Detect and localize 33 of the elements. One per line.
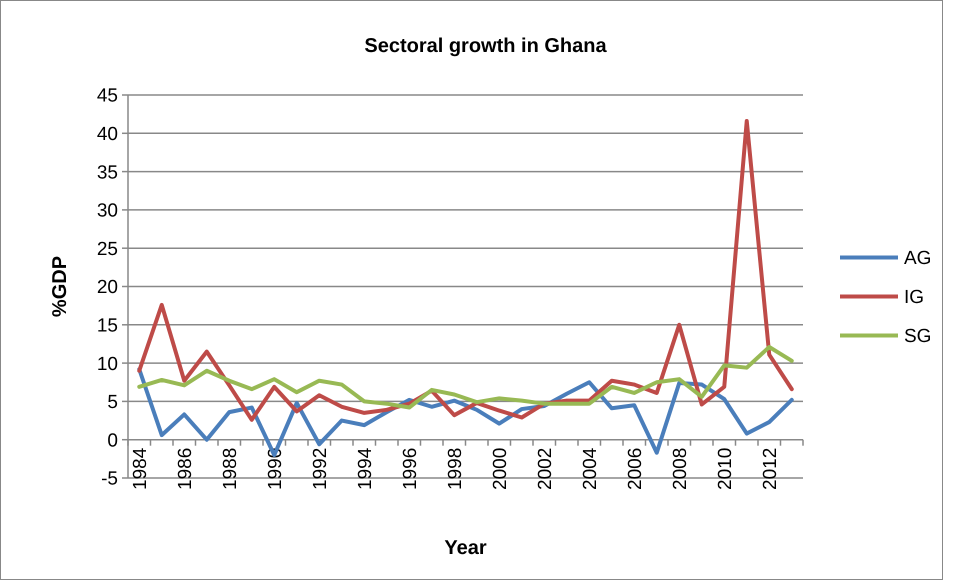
x-tick-label: 1984 bbox=[130, 447, 151, 490]
y-tick-label: 0 bbox=[107, 430, 118, 452]
line-series bbox=[137, 345, 794, 410]
x-tick-label: 2006 bbox=[624, 448, 646, 490]
legend-label: AG bbox=[904, 248, 932, 270]
x-axis-title: Year bbox=[444, 537, 487, 559]
y-tick-label: 30 bbox=[96, 200, 118, 222]
x-tick-label: 1992 bbox=[310, 448, 331, 490]
y-axis-title: %GDP bbox=[49, 256, 71, 318]
x-tick-label: 2008 bbox=[670, 448, 691, 490]
legend-label: IG bbox=[904, 287, 924, 308]
x-tick-label: 2010 bbox=[714, 448, 736, 490]
x-tick-label: 2002 bbox=[534, 448, 556, 490]
x-tick-label: 1988 bbox=[220, 448, 241, 490]
x-tick-label: 2012 bbox=[760, 448, 781, 490]
y-tick-label: -5 bbox=[101, 468, 118, 490]
legend-label: SG bbox=[904, 326, 932, 348]
y-tick-label: 20 bbox=[96, 277, 118, 298]
x-tick-label: 2000 bbox=[490, 448, 511, 490]
x-tick-label: 1994 bbox=[354, 447, 376, 490]
y-tick-label: 40 bbox=[96, 124, 118, 145]
line-series bbox=[137, 119, 794, 422]
y-tick-label: 15 bbox=[96, 315, 118, 336]
chart-title: Sectoral growth in Ghana bbox=[364, 35, 608, 57]
y-tick-label: 35 bbox=[96, 162, 118, 184]
y-tick-label: 10 bbox=[96, 354, 118, 375]
y-tick-label: 45 bbox=[96, 86, 118, 107]
x-tick-label: 1996 bbox=[400, 448, 421, 490]
y-tick-label: 25 bbox=[96, 238, 118, 260]
x-tick-label: 1986 bbox=[174, 448, 196, 490]
y-tick-label: 5 bbox=[107, 392, 118, 414]
x-tick-label: 1998 bbox=[444, 448, 466, 490]
x-tick-label: 2004 bbox=[580, 447, 601, 490]
